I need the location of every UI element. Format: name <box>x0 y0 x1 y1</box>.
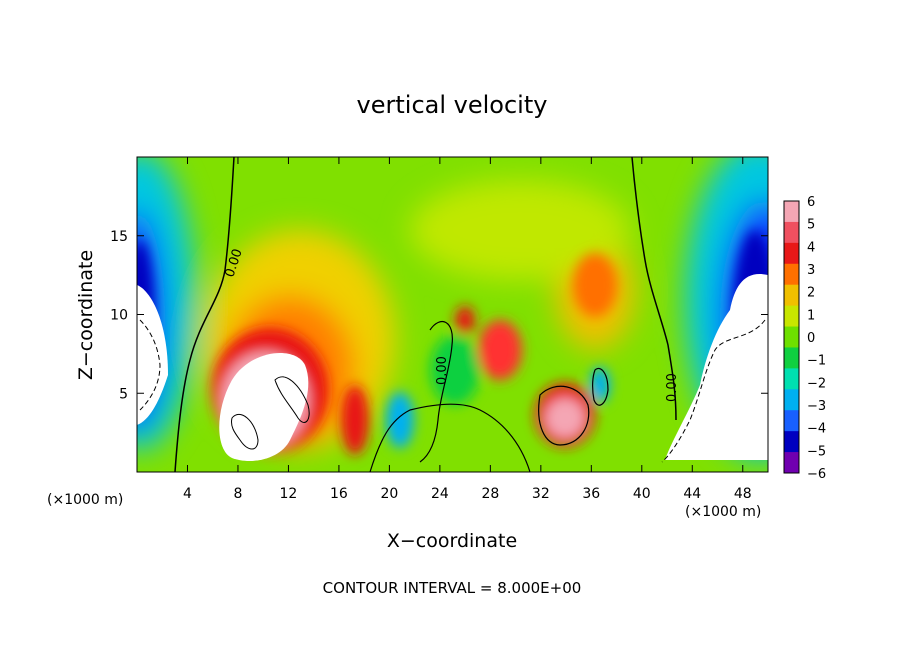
x-tick-label: 12 <box>280 486 298 502</box>
downdraft-small-cyan-2 <box>590 367 610 403</box>
contour-zero-left <box>174 157 235 472</box>
x-tick-label: 40 <box>633 486 651 502</box>
y-axis-ticks: 5 10 15 <box>110 229 768 402</box>
contour-inner-core-1 <box>274 376 310 423</box>
colorbar-label: 5 <box>807 218 815 233</box>
contour-zero-right <box>631 157 677 421</box>
colorbar-label: 1 <box>807 308 815 323</box>
plot-area <box>137 157 768 472</box>
colorbar-frame <box>783 200 800 474</box>
upper-yellow-band <box>410 180 630 280</box>
contour-inner-core-2 <box>231 413 259 450</box>
saturated-updraft-core <box>219 353 309 461</box>
updraft-small-red <box>341 385 369 455</box>
x-tick-label: 28 <box>481 486 499 502</box>
contour-mid-cells <box>419 320 453 463</box>
colorbar-label: −6 <box>807 467 826 482</box>
chart-title: vertical velocity <box>357 91 548 119</box>
colorbar-swatch <box>784 347 799 369</box>
colorbar-swatch <box>784 326 799 348</box>
colorbar-swatch <box>784 368 799 390</box>
colorbar-swatch <box>784 452 799 474</box>
updraft-mid-red <box>478 320 522 380</box>
contour-cell-right <box>592 367 609 406</box>
x-unit-right: (×1000 m) <box>685 504 761 520</box>
colorbar-swatch <box>784 284 799 307</box>
x-unit-left: (×1000 m) <box>47 492 123 508</box>
colorbar-swatch <box>784 305 799 328</box>
saturated-right-edge <box>665 274 768 460</box>
x-axis-label: X−coordinate <box>387 530 517 552</box>
colorbar-label: 0 <box>807 331 815 346</box>
colorbar-label: −3 <box>807 399 826 414</box>
colorbar-swatch <box>784 389 799 411</box>
downdraft-small-cyan <box>386 392 414 448</box>
contour-dashed-left <box>139 319 161 411</box>
x-tick-label: 16 <box>330 486 348 502</box>
colorbar-swatch <box>784 201 799 223</box>
x-tick-label: 8 <box>233 486 242 502</box>
y-tick-label: 10 <box>110 308 128 324</box>
x-tick-label: 36 <box>582 486 600 502</box>
colorbar-label: 4 <box>807 240 815 255</box>
x-axis-ticks: 4 8 12 16 20 24 28 32 36 40 44 48 <box>183 157 752 502</box>
x-tick-label: 4 <box>183 486 192 502</box>
colorbar-label: 2 <box>807 286 815 301</box>
contour-bottom-mid <box>369 403 531 472</box>
updraft-mid-red-2 <box>455 306 475 334</box>
colorbar-swatch <box>784 410 799 432</box>
colorbar-label: 3 <box>807 263 815 278</box>
colorbar-label: −4 <box>807 422 826 437</box>
colorbar-label: −5 <box>807 444 826 459</box>
contour-dashed-right <box>661 319 766 463</box>
colorbar-swatch <box>784 242 799 265</box>
updraft-low-right-pink <box>545 398 585 438</box>
colorbar: 6 5 4 3 2 1 0 −1 −2 −3 −4 −5 −6 <box>783 195 826 482</box>
x-tick-label: 32 <box>532 486 550 502</box>
y-axis-label: Z−coordinate <box>75 250 97 380</box>
colorbar-label: −1 <box>807 354 826 369</box>
contour-label-mid: 0.00 <box>435 356 450 385</box>
colorbar-swatch <box>784 263 799 286</box>
downdraft-mid-teal <box>430 335 480 405</box>
contour-low-right <box>538 385 590 446</box>
footer-contour-interval: CONTOUR INTERVAL = 8.000E+00 <box>323 579 582 597</box>
contour-label-right: 0.00 <box>665 373 680 402</box>
colorbar-swatch <box>784 431 799 453</box>
y-tick-label: 15 <box>110 229 128 245</box>
colorbar-label: −2 <box>807 376 826 391</box>
x-tick-label: 44 <box>683 486 701 502</box>
saturated-left-edge <box>137 285 168 425</box>
colorbar-label: 6 <box>807 195 815 210</box>
x-tick-label: 24 <box>431 486 449 502</box>
x-tick-label: 48 <box>734 486 752 502</box>
colorbar-swatch <box>784 221 799 244</box>
x-tick-label: 20 <box>380 486 398 502</box>
y-tick-label: 5 <box>119 386 128 402</box>
updraft-right-core <box>573 253 617 317</box>
